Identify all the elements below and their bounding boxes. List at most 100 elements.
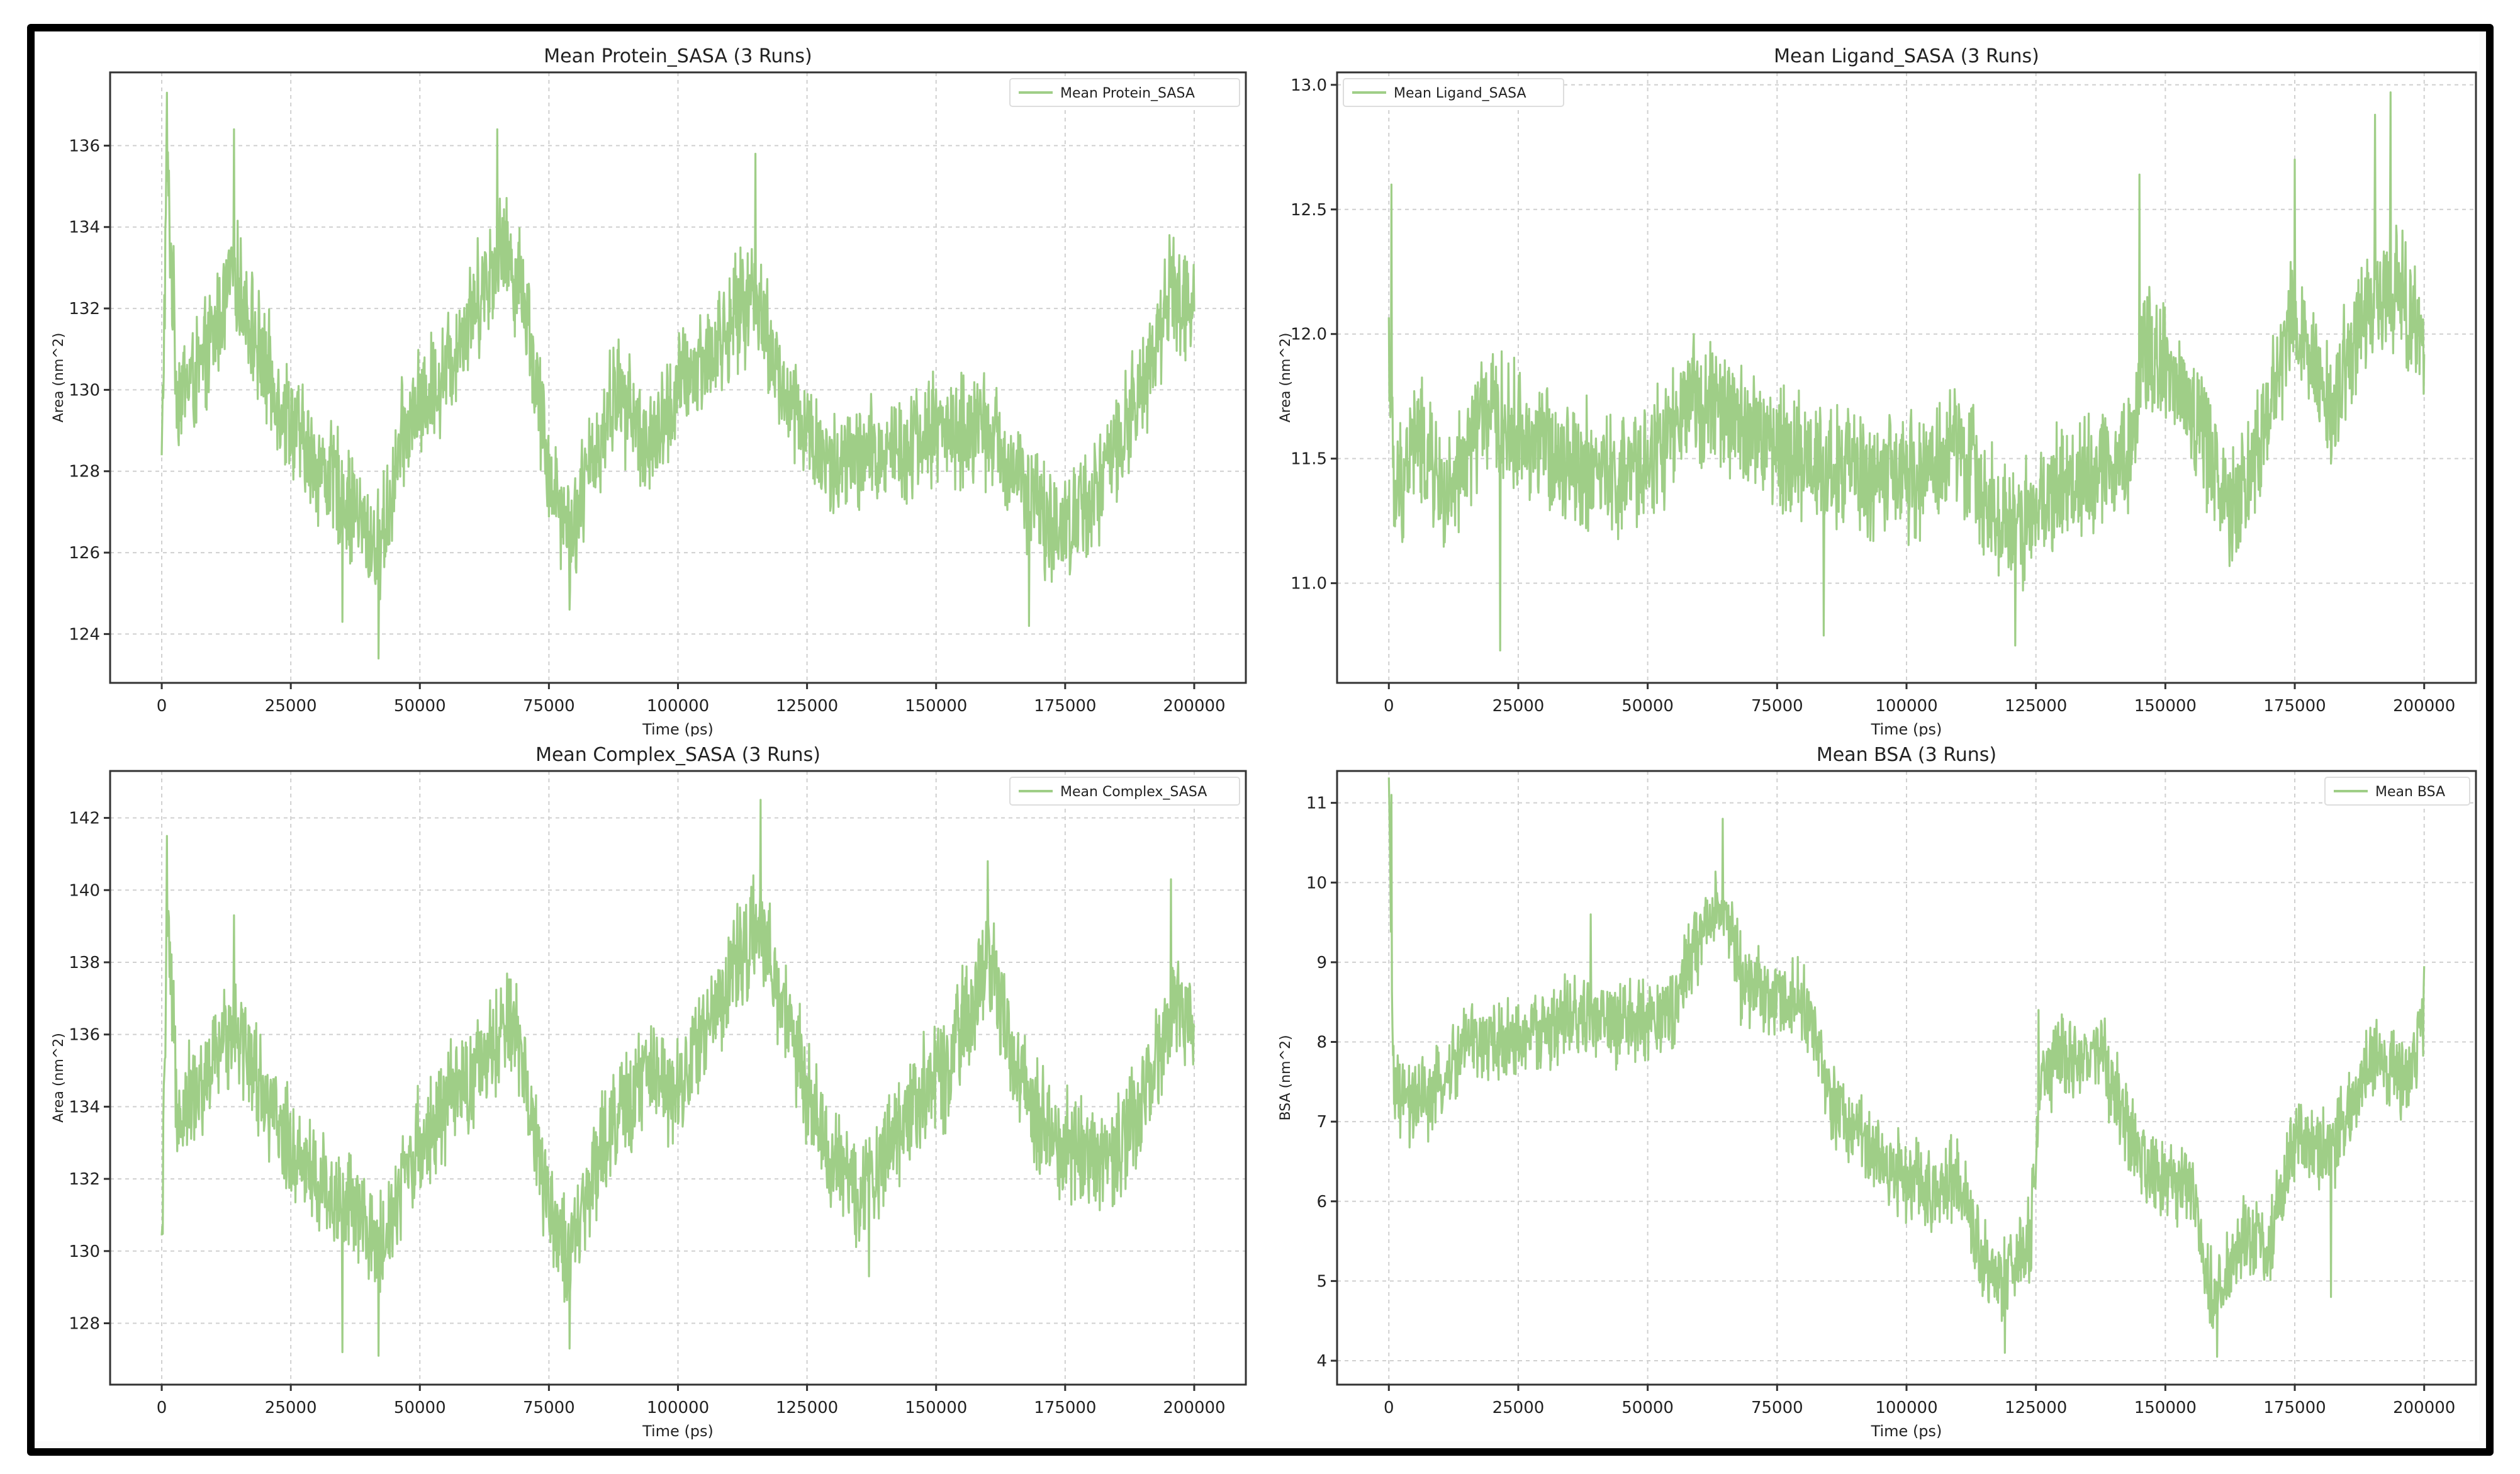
x-tick-label: 150000 [905,697,967,716]
grid [110,72,1246,683]
x-tick-label: 50000 [394,697,446,716]
grid [110,771,1246,1385]
chart-ligand-sasa: Mean Ligand_SASA (3 Runs) 0 25000 50000 7500… [1265,38,2485,738]
legend-label: Mean Ligand_SASA [1394,86,1526,101]
chart-bsa: Mean BSA (3 Runs) 0 25000 50000 75000 100000 1… [1265,736,2485,1441]
x-tick-label: 175000 [2263,697,2326,716]
x-tick-label: 200000 [2393,697,2455,716]
y-tick-label: 6 [1316,1193,1327,1212]
x-tick-label: 50000 [1621,1398,1674,1417]
x-tick-label: 125000 [776,697,838,716]
x-tick-label: 75000 [1751,1398,1803,1417]
y-axis: 124 126 128 130 132 134 136 [69,137,110,644]
legend: Mean Protein_SASA [1009,78,1240,107]
x-tick-label: 150000 [905,1398,967,1417]
x-axis-label: Time (ps) [1871,1422,1942,1440]
x-tick-label: 125000 [776,1398,838,1417]
x-tick-label: 0 [157,697,167,716]
y-tick-label: 126 [69,544,100,563]
y-tick-label: 128 [69,1315,100,1334]
chart-title: Mean BSA (3 Runs) [1817,744,1996,766]
chart-svg: Mean Complex_SASA (3 Runs) 0 25000 50000 750… [51,744,1247,1440]
x-tick-label: 100000 [647,1398,709,1417]
chart-svg: Mean Protein_SASA (3 Runs) 0 25000 50000 750… [51,45,1247,738]
x-tick-label: 50000 [394,1398,446,1417]
figure-canvas [35,31,2479,1441]
x-tick-label: 125000 [2005,1398,2067,1417]
y-axis: 11.0 11.5 12.0 12.5 13.0 [1291,76,1337,594]
legend: Mean Complex_SASA [1009,777,1240,806]
legend-label: Mean Complex_SASA [1060,784,1207,800]
x-tick-label: 125000 [2005,697,2067,716]
chart-svg: Mean Ligand_SASA (3 Runs) 0 25000 50000 7500… [1278,45,2477,738]
data-line [160,91,1196,660]
y-axis: 128 130 132 134 136 138 140 142 [69,809,110,1334]
y-tick-label: 134 [69,1098,100,1117]
x-tick-label: 200000 [1163,1398,1225,1417]
y-tick-label: 130 [69,1242,100,1261]
chart-protein-sasa: Mean Protein_SASA (3 Runs) 0 25000 50000 750… [44,38,1258,738]
legend: Mean Ligand_SASA [1343,78,1564,107]
y-axis-label: Area (nm^2) [51,1033,67,1123]
legend: Mean BSA [2324,777,2470,806]
x-tick-label: 200000 [1163,697,1225,716]
y-tick-label: 11.0 [1291,575,1327,594]
x-axis: 0 25000 50000 75000 100000 125000 150000 175000… [1384,683,2455,716]
y-axis: 4 5 6 7 8 9 10 11 [1306,794,1337,1371]
y-tick-label: 12.0 [1291,325,1327,344]
x-axis: 0 25000 50000 75000 100000 125000 150000 175000… [157,683,1226,716]
x-tick-label: 0 [1384,697,1394,716]
x-tick-label: 100000 [1875,697,1937,716]
x-axis: 0 25000 50000 75000 100000 125000 150000 175000… [1384,1385,2455,1417]
x-tick-label: 175000 [1034,697,1096,716]
x-tick-label: 0 [1384,1398,1394,1417]
chart-title: Mean Protein_SASA (3 Runs) [544,45,812,67]
y-tick-label: 4 [1316,1352,1327,1371]
y-tick-label: 5 [1316,1272,1327,1291]
y-tick-label: 134 [69,218,100,237]
grid [1337,771,2476,1385]
x-tick-label: 25000 [1492,1398,1545,1417]
y-axis-label: Area (nm^2) [1278,333,1294,423]
x-tick-label: 200000 [2393,1398,2455,1417]
x-axis-label: Time (ps) [642,1422,714,1440]
y-tick-label: 124 [69,625,100,644]
x-tick-label: 75000 [523,697,575,716]
legend-label: Mean BSA [2375,784,2445,800]
x-tick-label: 25000 [265,697,317,716]
y-tick-label: 8 [1316,1033,1327,1052]
y-tick-label: 12.5 [1291,201,1327,220]
x-axis-label: Time (ps) [1871,721,1942,736]
x-tick-label: 25000 [1492,697,1545,716]
x-axis: 0 25000 50000 75000 100000 125000 150000 175000… [157,1385,1226,1417]
y-tick-label: 9 [1316,954,1327,972]
y-tick-label: 10 [1306,874,1327,892]
y-tick-label: 140 [69,881,100,900]
data-line [160,799,1196,1357]
data-line [1387,91,2426,652]
y-tick-label: 130 [69,381,100,400]
x-tick-label: 175000 [1034,1398,1096,1417]
y-tick-label: 142 [69,809,100,828]
x-tick-label: 0 [157,1398,167,1417]
y-tick-label: 128 [69,463,100,481]
x-tick-label: 50000 [1621,697,1674,716]
y-tick-label: 136 [69,1026,100,1045]
chart-complex-sasa: Mean Complex_SASA (3 Runs) 0 25000 50000 750… [44,736,1258,1441]
data-line [1387,777,2426,1358]
chart-svg: Mean BSA (3 Runs) 0 25000 50000 75000 100000 1… [1278,744,2477,1440]
chart-title: Mean Complex_SASA (3 Runs) [535,744,820,766]
y-tick-label: 138 [69,954,100,972]
x-tick-label: 150000 [2134,1398,2197,1417]
y-tick-label: 132 [69,300,100,318]
x-axis-label: Time (ps) [642,721,714,736]
y-tick-label: 132 [69,1170,100,1189]
y-tick-label: 7 [1316,1113,1327,1132]
y-tick-label: 11.5 [1291,450,1327,469]
y-tick-label: 136 [69,137,100,155]
y-axis-label: Area (nm^2) [51,333,67,423]
x-tick-label: 150000 [2134,697,2197,716]
x-tick-label: 100000 [1875,1398,1937,1417]
x-tick-label: 175000 [2263,1398,2326,1417]
y-tick-label: 11 [1306,794,1327,813]
